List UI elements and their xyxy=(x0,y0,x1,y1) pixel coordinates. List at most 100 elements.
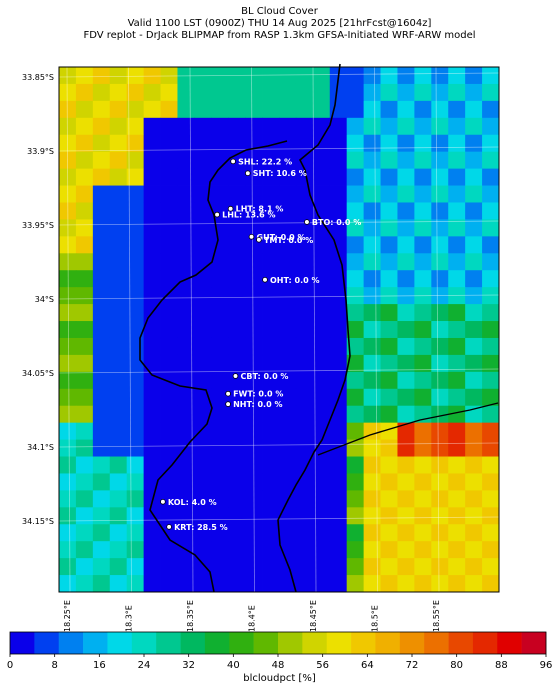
grid-cell xyxy=(262,304,280,322)
grid-cell xyxy=(109,270,128,288)
grid-cell xyxy=(75,575,94,593)
grid-cell xyxy=(228,219,246,237)
station-marker-kol xyxy=(160,498,166,505)
grid-cell xyxy=(245,287,263,305)
grid-cell xyxy=(109,354,128,373)
grid-cell xyxy=(312,168,331,186)
station-label-oht: OHT: 0.0 % xyxy=(270,276,319,285)
grid-cell xyxy=(482,117,500,136)
lat-tick-label: 33.9°S xyxy=(27,147,54,156)
grid-cell xyxy=(482,270,500,288)
grid-cell xyxy=(143,100,161,119)
grid-cell xyxy=(363,354,381,373)
station-label-lht: LHT: 8.1 % xyxy=(236,205,284,214)
grid-cell xyxy=(431,422,449,440)
grid-cell xyxy=(431,388,449,407)
station-marker-fwt xyxy=(225,390,231,397)
grid-cell xyxy=(245,422,263,440)
grid-cell xyxy=(465,253,483,271)
grid-cell xyxy=(380,337,398,356)
lon-tick-label: 18.45°E xyxy=(309,600,318,632)
grid-cell xyxy=(431,337,449,356)
grid-cell xyxy=(92,439,111,457)
grid-cell xyxy=(59,558,77,576)
grid-cell xyxy=(312,202,331,220)
colorbar-tick-label: 56 xyxy=(316,660,329,671)
grid-cell xyxy=(126,541,145,559)
grid-cell xyxy=(363,253,381,271)
grid-cell xyxy=(177,337,195,356)
grid-cell xyxy=(329,422,348,440)
grid-cell xyxy=(262,507,280,525)
grid-cell xyxy=(295,117,314,136)
grid-cell xyxy=(126,83,145,102)
grid-cell xyxy=(59,287,77,305)
grid-cell xyxy=(397,473,415,491)
grid-cell xyxy=(397,439,415,457)
coastline-east xyxy=(277,63,351,593)
grid-cell xyxy=(143,202,161,220)
grid-cell xyxy=(380,117,398,136)
grid-cell xyxy=(177,100,195,119)
colorbar-swatch xyxy=(399,632,425,654)
cloud-cover-grid xyxy=(59,67,500,593)
grid-cell xyxy=(465,134,483,153)
grid-cell xyxy=(431,371,449,390)
grid-cell xyxy=(397,151,415,170)
grid-cell xyxy=(143,575,161,593)
grid-cell xyxy=(262,67,280,85)
grid-cell xyxy=(143,236,161,254)
grid-cell xyxy=(109,202,128,220)
grid-cell xyxy=(75,422,94,440)
grid-cell xyxy=(482,354,500,373)
lon-tick-label: 18.5°E xyxy=(371,605,380,632)
grid-cell xyxy=(92,456,111,474)
grid-cell xyxy=(448,236,466,254)
grid-cell xyxy=(312,371,331,390)
grid-cell xyxy=(92,270,111,288)
graticule-lon xyxy=(189,66,194,593)
grid-cell xyxy=(431,83,449,102)
grid-cell xyxy=(465,168,483,186)
grid-cell xyxy=(245,67,263,85)
grid-cell xyxy=(126,219,145,237)
grid-cell xyxy=(482,219,500,237)
grid-cell xyxy=(414,236,432,254)
grid-cell xyxy=(245,541,263,559)
grid-cell xyxy=(329,168,348,186)
grid-cell xyxy=(279,67,297,85)
grid-cell xyxy=(363,439,381,457)
grid-cell xyxy=(448,202,466,220)
grid-cell xyxy=(92,253,111,271)
grid-cell xyxy=(465,117,483,136)
grid-cell xyxy=(211,236,229,254)
grid-cell xyxy=(245,405,263,424)
grid-cell xyxy=(126,490,145,508)
grid-cell xyxy=(346,117,365,136)
grid-cell xyxy=(228,541,246,559)
grid-cell xyxy=(414,67,432,85)
grid-cell xyxy=(279,507,297,525)
grid-cell xyxy=(228,507,246,525)
grid-cell xyxy=(312,134,331,153)
grid-cell xyxy=(295,371,314,390)
grid-cell xyxy=(126,151,145,170)
grid-cell xyxy=(279,202,297,220)
grid-cell xyxy=(75,371,94,390)
grid-cell xyxy=(312,270,331,288)
grid-cell xyxy=(346,337,365,356)
grid-cell xyxy=(295,337,314,356)
colorbar-swatch xyxy=(204,632,230,654)
grid-cell xyxy=(414,388,432,407)
grid-cell xyxy=(414,168,432,186)
grid-cell xyxy=(59,422,77,440)
grid-cell xyxy=(448,287,466,305)
grid-cell xyxy=(414,575,432,593)
grid-cell xyxy=(346,100,365,119)
grid-cell xyxy=(431,185,449,203)
graticule-lat xyxy=(58,442,500,448)
colorbar-swatch xyxy=(424,632,449,654)
grid-cell xyxy=(143,67,161,85)
grid-cell xyxy=(346,354,365,373)
grid-cell xyxy=(228,100,246,119)
